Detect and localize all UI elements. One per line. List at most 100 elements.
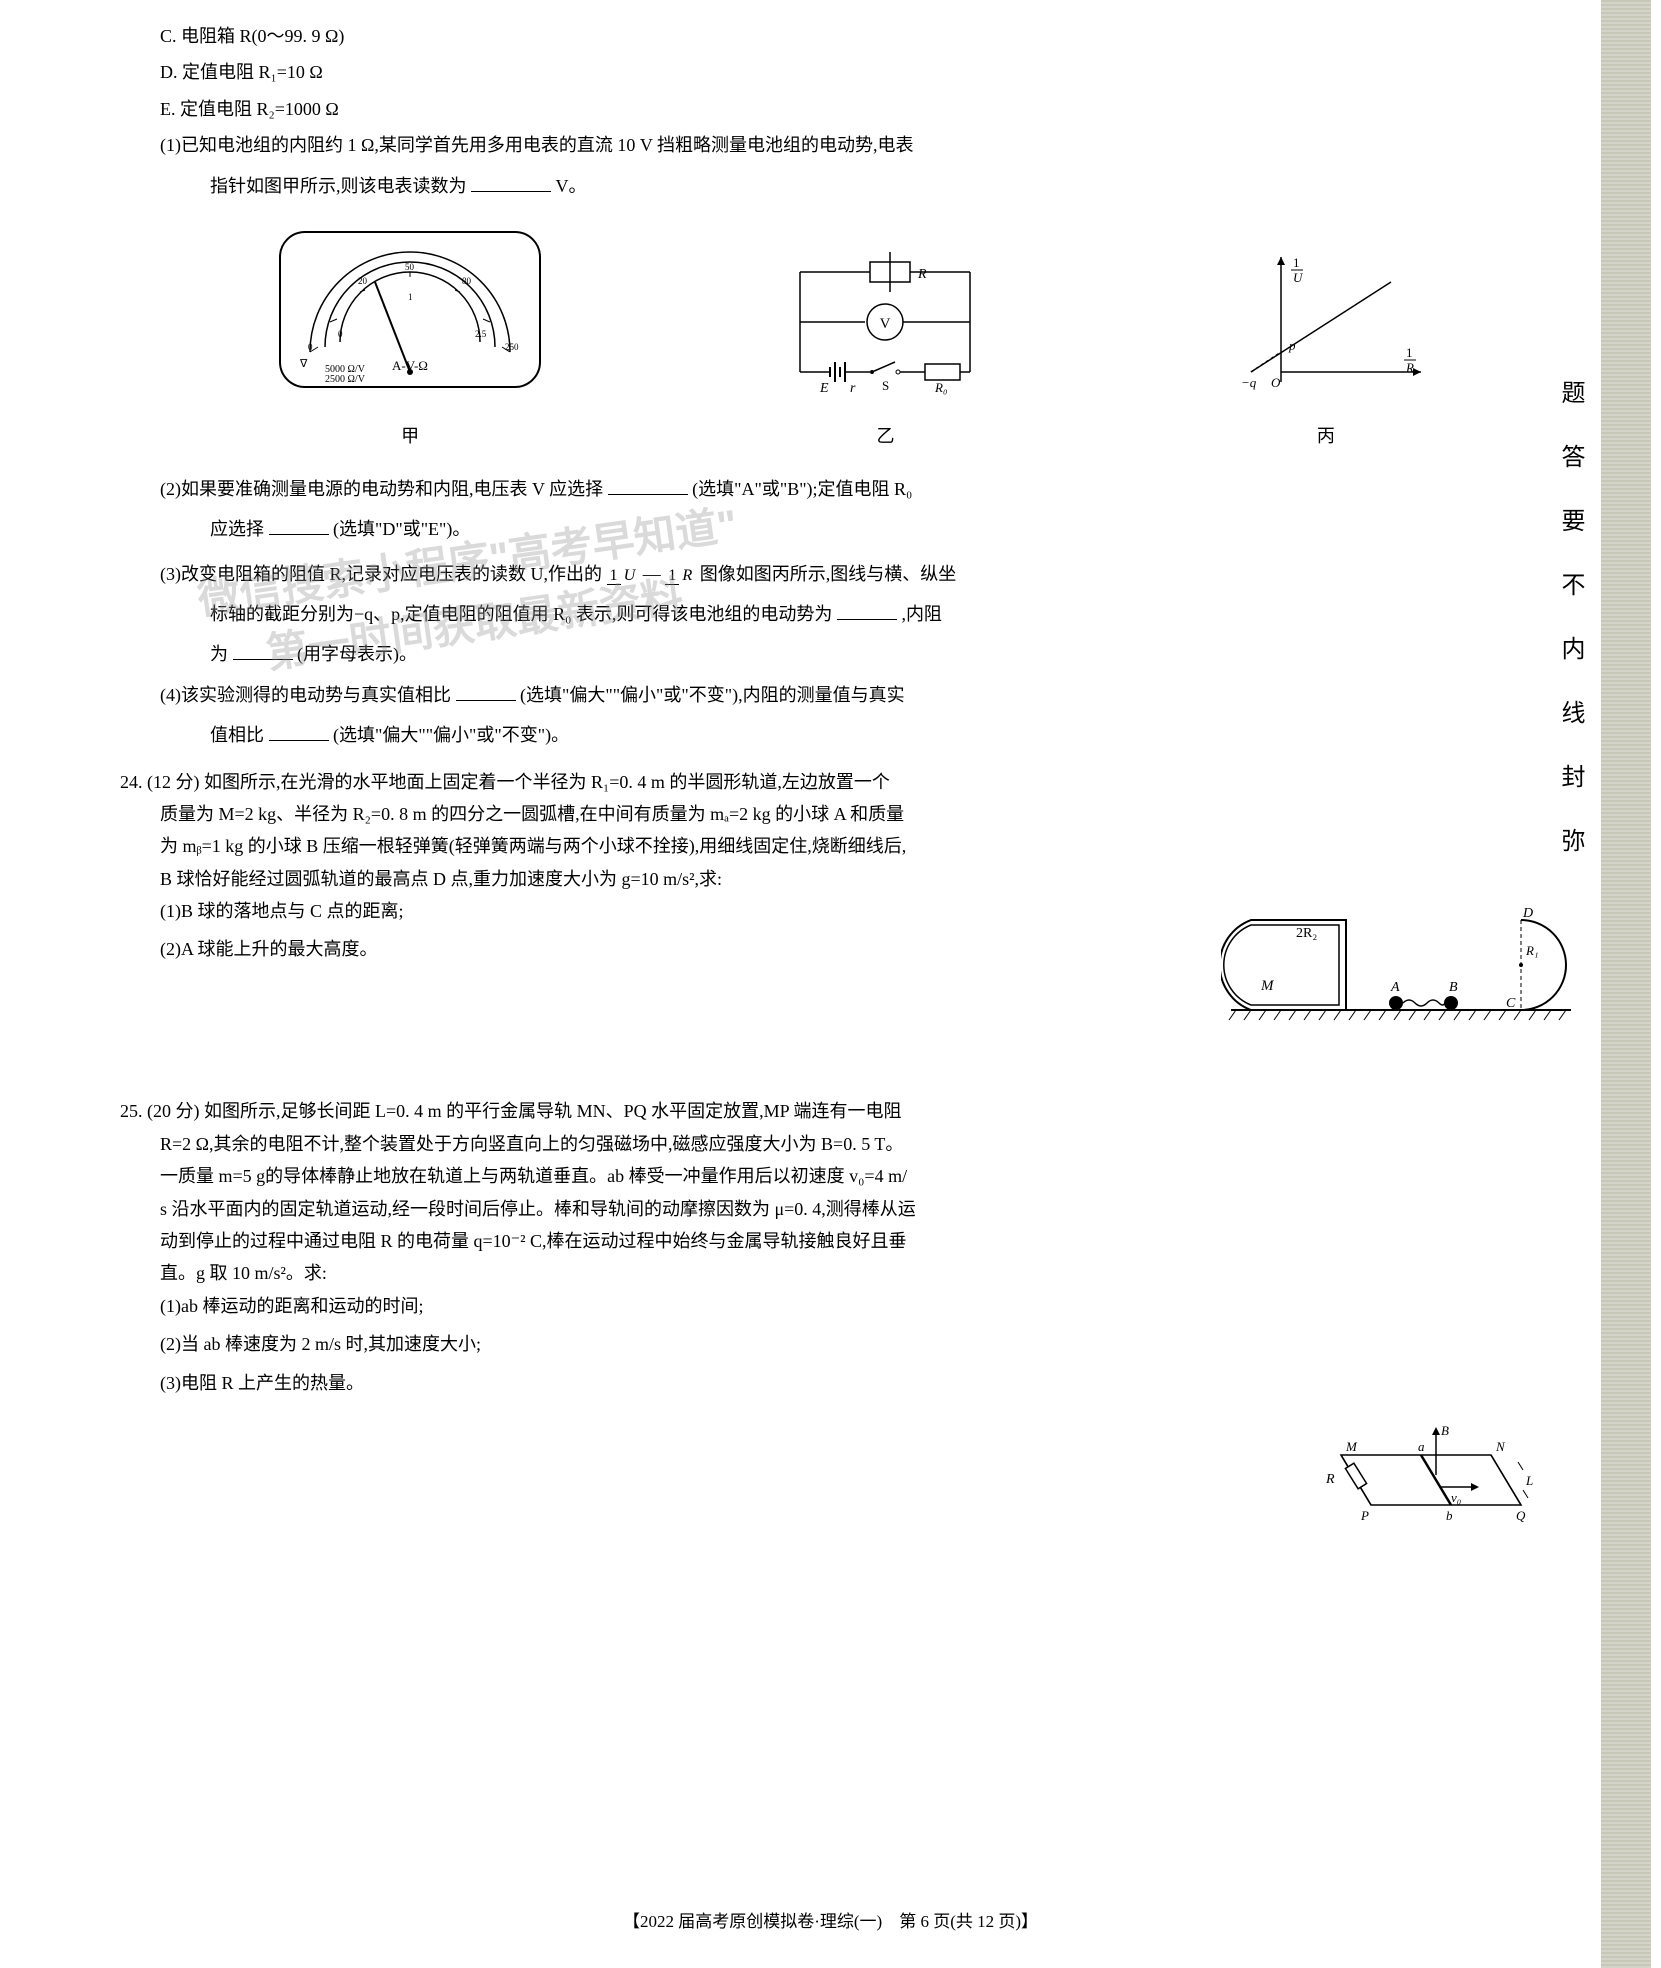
r0-label: R₀	[934, 380, 947, 395]
q24-c-label: C	[1506, 996, 1516, 1011]
page-container: 题答要不内线封弥 C. 电阻箱 R(0～99. 9 Ω) D. 定值电阻 R₁=…	[0, 0, 1661, 1968]
sub4-line2: 值相比 (选填"偏大""偏小"或"不变")。	[210, 719, 1581, 751]
q24-d: B 球恰好能经过圆弧轨道的最高点 D 点,重力加速度大小为 g=10 m/s²,…	[160, 863, 1581, 895]
q24-a-label: A	[1390, 980, 1400, 995]
svg-text:1: 1	[1293, 255, 1300, 270]
margin-pattern	[1601, 0, 1651, 1968]
q25-l-label: L	[1525, 1473, 1533, 1488]
diagram-row: A-V-Ω 5000 Ω/V 2500 Ω/V ∇ 050250 2080 01…	[160, 222, 1541, 453]
blank-r0	[269, 514, 329, 536]
sub-question-3: (3)改变电阻箱的阻值 R,记录对应电压表的读数 U,作出的 1U — 1R 图…	[160, 558, 1581, 590]
q25-b: R=2 Ω,其余的电阻不计,整个装置处于方向竖直向上的匀强磁场中,磁感应强度大小…	[160, 1128, 1581, 1160]
q24-diagram: 2R₂ M A B R₁ D C	[1221, 895, 1581, 1035]
q25-v0: v₀	[1451, 1490, 1461, 1505]
scale2: 2500 Ω/V	[325, 374, 366, 385]
svg-text:0: 0	[308, 342, 313, 352]
q25-sub3: (3)电阻 R 上产生的热量。	[160, 1367, 1581, 1399]
bing-label: 丙	[1221, 420, 1431, 452]
sub2-d: (选填"D"或"E")。	[333, 519, 470, 539]
q25-d: s 沿水平面内的固定轨道运动,经一段时间后停止。棒和导轨间的动摩擦因数为 μ=0…	[160, 1193, 1581, 1225]
sub3-c: 标轴的截距分别为−q、p,定值电阻的阻值用 R₀ 表示,则可得该电池组的电动势为	[210, 604, 832, 624]
q25-a-label: a	[1418, 1439, 1425, 1454]
o-label: O	[1271, 375, 1281, 390]
r-label: R	[917, 267, 927, 282]
v-label: V	[880, 316, 891, 332]
q25-b-label: b	[1446, 1508, 1453, 1523]
option-e: E. 定值电阻 R₂=1000 Ω	[160, 93, 1581, 125]
blank-reading	[471, 170, 551, 192]
q25-a: 如图所示,足够长间距 L=0. 4 m 的平行金属导轨 MN、PQ 水平固定放置…	[204, 1101, 902, 1121]
diagram-jia: A-V-Ω 5000 Ω/V 2500 Ω/V ∇ 050250 2080 01…	[270, 222, 550, 453]
sub3-f: (用字母表示)。	[297, 644, 417, 664]
frac2-den: R	[679, 566, 695, 584]
q25-q-label: Q	[1516, 1508, 1526, 1523]
question-24: 24. (12 分) 如图所示,在光滑的水平地面上固定着一个半径为 R₁=0. …	[120, 766, 1581, 1046]
option-d: D. 定值电阻 R₁=10 Ω	[160, 56, 1581, 88]
diagram-yi: R V E r S R₀ 乙	[770, 242, 1000, 453]
q25-n-label: N	[1495, 1439, 1506, 1454]
q25-bfield: B	[1441, 1423, 1449, 1438]
blank-emf	[837, 598, 897, 620]
sub2-line2: 应选择 (选填"D"或"E")。	[210, 513, 1581, 545]
svg-text:80: 80	[462, 276, 472, 286]
margin-vertical-text: 题答要不内线封弥	[1548, 380, 1591, 892]
q25-sub1: (1)ab 棒运动的距离和运动的时间;	[160, 1290, 1581, 1322]
multimeter-svg: A-V-Ω 5000 Ω/V 2500 Ω/V ∇ 050250 2080 01…	[270, 222, 550, 402]
frac1-num: 1	[607, 566, 621, 585]
q24-num: 24.	[120, 772, 143, 792]
q24-c: 为 mᵦ=1 kg 的小球 B 压缩一根轻弹簧(轻弹簧两端与两个小球不拴接),用…	[160, 830, 1581, 862]
y-den: U	[1293, 270, 1304, 285]
jia-label: 甲	[270, 420, 550, 452]
svg-text:0: 0	[338, 329, 343, 339]
svg-text:1: 1	[1406, 345, 1413, 360]
sub1-text-b: 指针如图甲所示,则该电表读数为	[210, 176, 467, 196]
frac1-den: U	[621, 566, 639, 584]
x-num: 1	[1406, 345, 1413, 360]
q24-points: (12 分)	[147, 772, 200, 792]
r-small-label: r	[850, 381, 856, 396]
x-den: R	[1405, 360, 1414, 375]
sub2-a: (2)如果要准确测量电源的电动势和内阻,电压表 V 应选择	[160, 479, 603, 499]
sub3-line3: 为 (用字母表示)。	[210, 638, 1581, 670]
q24-b-label: B	[1449, 980, 1458, 995]
svg-text:2.5: 2.5	[475, 329, 487, 339]
sub-question-4: (4)该实验测得的电动势与真实值相比 (选填"偏大""偏小"或"不变"),内阻的…	[160, 679, 1581, 711]
sub3-d: ,内阻	[901, 604, 942, 624]
q24-svg: 2R₂ M A B R₁ D C	[1221, 895, 1581, 1025]
svg-text:∇: ∇	[299, 358, 308, 370]
q24-r1: R₁	[1525, 943, 1538, 958]
e-label: E	[819, 381, 829, 396]
sub2-b: (选填"A"或"B");定值电阻 R₀	[692, 479, 912, 499]
q25-diagram: R M N P Q a b B v₀ L	[1311, 1415, 1541, 1555]
sub2-c: 应选择	[210, 519, 264, 539]
sub4-a: (4)该实验测得的电动势与真实值相比	[160, 685, 451, 705]
diagram-bing: 1 U 1 R p −q O 丙	[1221, 242, 1431, 453]
q-label: −q	[1241, 375, 1257, 390]
graph-svg: 1 U 1 R p −q O	[1221, 242, 1431, 402]
blank-v	[608, 473, 688, 495]
option-c: C. 电阻箱 R(0～99. 9 Ω)	[160, 20, 1581, 52]
sub3-a: (3)改变电阻箱的阻值 R,记录对应电压表的读数 U,作出的	[160, 564, 602, 584]
q24-b: 质量为 M=2 kg、半径为 R₂=0. 8 m 的四分之一圆弧槽,在中间有质量…	[160, 798, 1581, 830]
q25-num: 25.	[120, 1101, 143, 1121]
q25-p-label: P	[1360, 1508, 1369, 1523]
blank-r-cmp	[269, 720, 329, 742]
sub4-c: 值相比	[210, 725, 264, 745]
q24-d-label: D	[1522, 906, 1533, 921]
sub3-dash: —	[643, 564, 661, 584]
q24-2r2: 2R₂	[1296, 926, 1317, 941]
svg-text:R: R	[1405, 360, 1414, 375]
frac2-num: 1	[665, 566, 679, 585]
q25-points: (20 分)	[147, 1101, 200, 1121]
q25-sub2: (2)当 ab 棒速度为 2 m/s 时,其加速度大小;	[160, 1328, 1581, 1360]
q24-m: M	[1260, 978, 1275, 994]
svg-text:50: 50	[405, 262, 415, 272]
avo-label: A-V-Ω	[392, 358, 428, 373]
svg-text:1: 1	[408, 292, 413, 302]
q25-f: 直。g 取 10 m/s²。求:	[160, 1257, 1581, 1289]
sub1-text-a: (1)已知电池组的内阻约 1 Ω,某同学首先用多用电表的直流 10 V 挡粗略测…	[160, 135, 914, 155]
sub3-e: 为	[210, 644, 228, 664]
sub4-b: (选填"偏大""偏小"或"不变"),内阻的测量值与真实	[520, 685, 905, 705]
q24-a: 如图所示,在光滑的水平地面上固定着一个半径为 R₁=0. 4 m 的半圆形轨道,…	[204, 772, 890, 792]
q25-r-label: R	[1325, 1472, 1335, 1487]
